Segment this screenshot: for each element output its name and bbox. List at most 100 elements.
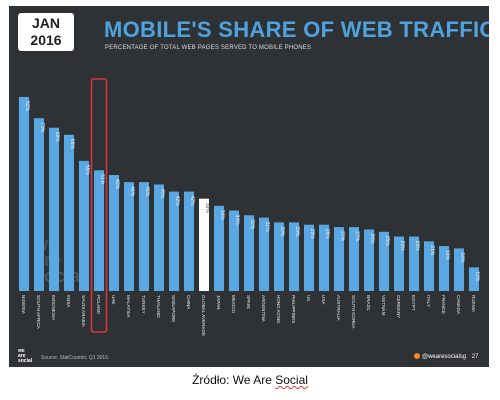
- value-label: 27%: [339, 231, 345, 242]
- category-label: THAILAND: [156, 295, 161, 318]
- social-icon: [414, 353, 420, 359]
- bar-thailand: [154, 184, 164, 291]
- category-label: PHILIPPINES: [291, 295, 296, 323]
- bar-australia: [334, 227, 344, 291]
- footer-logo-line: we: [18, 348, 25, 354]
- bar-south-africa: [34, 118, 44, 291]
- bar-chart: 82% NIGERIA 73% SOUTH AFRICA 69% INDONESIA 66%…: [19, 78, 480, 336]
- value-label: 51%: [99, 174, 105, 185]
- bar-uk: [304, 224, 314, 291]
- bar-uae: [109, 175, 119, 291]
- value-label: 39%: [204, 203, 210, 214]
- value-label: 46%: [129, 186, 135, 197]
- category-label: CHINA: [186, 295, 191, 310]
- value-label: 36%: [219, 210, 225, 221]
- category-label: GERMANY: [396, 295, 401, 318]
- bar-saudi-arabia: [79, 160, 89, 291]
- value-label: 23%: [414, 241, 420, 252]
- footer-logo-line: are: [18, 353, 26, 359]
- page-number: 27: [471, 354, 479, 360]
- value-label: 45%: [159, 189, 165, 200]
- category-label: TURKEY: [141, 295, 146, 314]
- category-label: NIGERIA: [21, 295, 26, 315]
- badge-month: JAN: [31, 15, 60, 31]
- bar-south-korea: [349, 227, 359, 291]
- value-label: 31%: [264, 222, 270, 233]
- value-label: 19%: [444, 250, 450, 261]
- value-label: 49%: [114, 179, 120, 190]
- category-label: INDIA: [66, 295, 71, 308]
- category-label: USA: [321, 295, 326, 305]
- date-badge: JAN 2016: [18, 13, 74, 51]
- category-label: AUSTRALIA: [336, 295, 341, 321]
- caption-source: Social: [275, 373, 308, 387]
- source-note: Source: StatCounter, Q1 2016.: [41, 355, 110, 361]
- value-label: 82%: [24, 101, 30, 112]
- chart-title: MOBILE'S SHARE OF WEB TRAFFIC: [104, 17, 489, 42]
- badge-year: 2016: [30, 32, 62, 48]
- bar-india: [64, 134, 74, 291]
- category-label: UK: [306, 295, 311, 302]
- value-label: 28%: [324, 229, 330, 240]
- value-label: 34%: [234, 215, 240, 226]
- footer-logo: we are social: [18, 349, 32, 364]
- category-label: SOUTH AFRICA: [36, 295, 41, 330]
- bar-hong-kong: [274, 222, 284, 291]
- category-label: SPAIN: [246, 295, 251, 308]
- category-label: MALAYSIA: [126, 295, 131, 319]
- value-label: 18%: [459, 252, 465, 263]
- category-label: GLOBAL AVERAGE: [201, 295, 206, 336]
- value-label: 26%: [369, 233, 375, 244]
- bar-malaysia: [124, 182, 134, 291]
- category-label: JAPAN: [216, 295, 221, 309]
- category-label: SAUDI ARABIA: [81, 295, 86, 328]
- category-label: VIETNAM: [381, 295, 386, 316]
- bar-indonesia: [49, 127, 59, 291]
- category-label: EGYPT: [411, 295, 416, 311]
- bar-singapore: [169, 191, 179, 291]
- category-label: POLAND: [96, 295, 101, 315]
- footer-logo-line: social: [18, 358, 33, 364]
- bar-italy: [424, 241, 434, 291]
- value-label: 29%: [279, 226, 285, 237]
- bar-brazil: [364, 229, 374, 291]
- value-label: 46%: [144, 186, 150, 197]
- category-label: MEXICO: [231, 295, 236, 314]
- bar-vietnam: [379, 231, 389, 291]
- bar-france: [439, 246, 449, 291]
- category-label: INDONESIA: [51, 295, 56, 321]
- value-label: 28%: [309, 229, 315, 240]
- chart-subtitle: PERCENTAGE OF TOTAL WEB PAGES SERVED TO …: [105, 45, 312, 51]
- bar-mexico: [229, 210, 239, 291]
- value-label: 42%: [174, 196, 180, 207]
- value-label: 55%: [84, 165, 90, 176]
- category-label: UAE: [111, 295, 116, 304]
- category-label: ARGENTINA: [261, 295, 266, 323]
- bar-germany: [394, 236, 404, 291]
- bar-spain: [244, 215, 254, 291]
- bar-turkey: [139, 182, 149, 291]
- category-label: BRAZIL: [366, 295, 371, 312]
- value-label: 23%: [399, 241, 405, 252]
- bar-canada: [454, 248, 464, 291]
- handle-text: @wearesocialsg: [422, 354, 467, 360]
- category-label: RUSSIA: [471, 295, 476, 313]
- value-label: 27%: [354, 231, 360, 242]
- category-label: CANADA: [456, 295, 461, 315]
- category-label: ITALY: [426, 295, 431, 307]
- category-label: SOUTH KOREA: [351, 295, 356, 329]
- value-label: 42%: [189, 196, 195, 207]
- bar-china: [184, 191, 194, 291]
- bar-usa: [319, 224, 329, 291]
- bar-egypt: [409, 236, 419, 291]
- value-label: 21%: [429, 245, 435, 256]
- social-handle: @wearesocialsg 27: [414, 353, 478, 360]
- bar-philippines: [289, 222, 299, 291]
- image-caption: Źródło: We Are Social: [0, 373, 500, 387]
- value-label: 32%: [249, 219, 255, 230]
- value-label: 10%: [474, 271, 480, 282]
- value-label: 29%: [294, 226, 300, 237]
- caption-prefix: Źródło: We Are: [192, 373, 276, 387]
- value-label: 69%: [54, 132, 60, 143]
- value-label: 25%: [384, 236, 390, 247]
